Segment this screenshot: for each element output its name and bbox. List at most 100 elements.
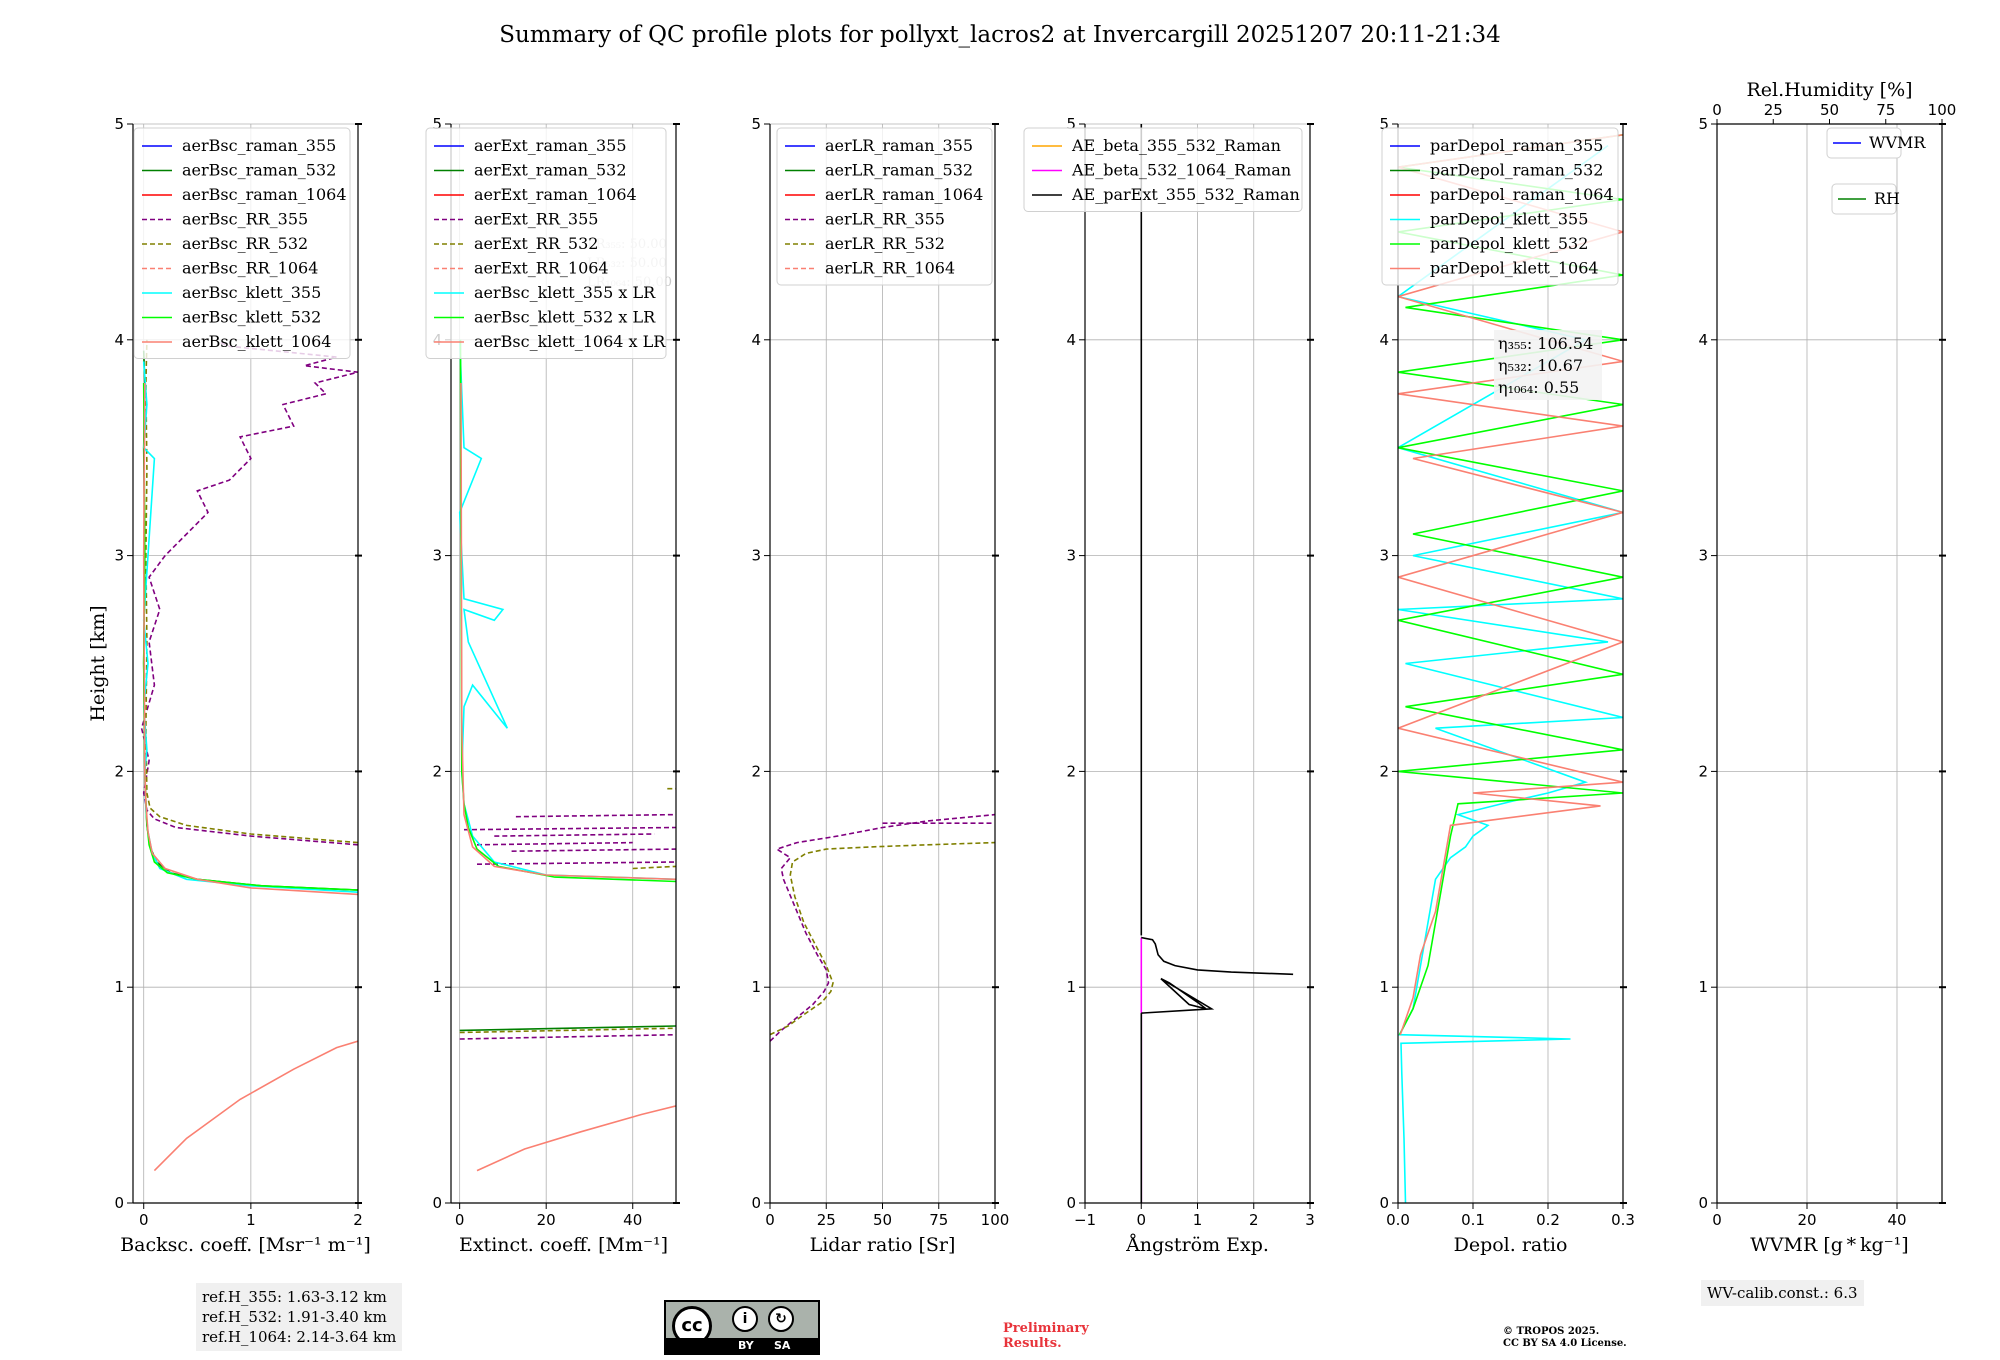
series-group [140,339,358,1172]
y-tick-label: 4 [1066,331,1076,349]
wv-calibration-box: WV-calib.const.: 6.3 [1701,1280,1864,1306]
legend-label: aerLR_RR_532 [825,234,945,253]
series-line-aerext-rr-532 [459,787,676,1034]
x-tick-label: 0.1 [1461,1211,1485,1229]
series-group [1398,134,1623,1203]
legend-label: aerBsc_raman_532 [182,161,336,180]
legend-label: aerBsc_klett_532 x LR [474,308,656,327]
eta-annotation: η₁₀₆₄: 0.55 [1498,378,1579,397]
y-tick-label: 2 [1698,762,1708,780]
x-tick-label: 1 [1193,1211,1203,1229]
legend-label: WVMR [1869,133,1926,152]
legend-label: aerLR_raman_355 [825,136,973,155]
top-x-tick-label: 25 [1764,101,1783,119]
ref-height-1064: ref.H_1064: 2.14-3.64 km [202,1328,397,1346]
x-tick-label: 40 [1887,1211,1906,1229]
legend-label: aerExt_raman_1064 [474,185,637,204]
y-tick-label: 5 [114,115,124,133]
y-tick-label: 5 [432,115,442,133]
y-tick-label: 5 [1066,115,1076,133]
legend-label: parDepol_raman_1064 [1430,185,1614,204]
series-line-aerext-raman-532 [459,1025,676,1032]
y-tick-label: 4 [114,331,124,349]
top-x-tick-label: 0 [1712,101,1722,119]
legend-label: aerBsc_RR_1064 [182,259,318,278]
y-tick-label: 4 [1698,331,1708,349]
y-tick-label: 5 [751,115,761,133]
x-tick-label: 0.2 [1536,1211,1560,1229]
y-tick-label: 1 [1379,978,1389,996]
legend-box [1023,127,1303,212]
legend-label: aerBsc_RR_532 [182,234,308,253]
y-tick-label: 0 [751,1194,761,1212]
legend-box [776,127,993,286]
x-tick-label: −1 [1074,1211,1096,1229]
copyright-line-1: © TROPOS 2025. [1503,1326,1600,1337]
copyright-note: © TROPOS 2025. CC BY SA 4.0 License. [1503,1326,1627,1350]
x-axis-label: Backsc. coeff. [Msr⁻¹ m⁻¹] [120,1234,371,1256]
by-label: BY [738,1339,754,1352]
legend-label: parDepol_raman_355 [1430,136,1603,155]
y-tick-label: 3 [751,547,761,565]
x-tick-label: 0 [455,1211,465,1229]
series-line-aerbsc-rr-532 [145,339,358,844]
series-group [770,813,995,1042]
x-tick-label: 20 [537,1211,556,1229]
legend-label: aerExt_RR_355 [474,210,598,229]
x-axis-label: Depol. ratio [1454,1234,1568,1256]
y-tick-label: 1 [432,978,442,996]
y-tick-label: 3 [114,547,124,565]
legend-label: AE_beta_355_532_Raman [1071,136,1281,155]
legend-label: aerLR_raman_1064 [825,185,983,204]
series-line-aerext-rr-355 [459,813,676,1040]
y-tick-label: 3 [1698,547,1708,565]
y-tick-label: 1 [1066,978,1076,996]
legend-label: parDepol_raman_532 [1430,161,1603,180]
y-axis-label: Height [km] [87,605,109,721]
legend-label: aerLR_raman_532 [825,161,973,180]
eta-annotation: η₅₃₂: 10.67 [1498,356,1583,375]
x-tick-label: 1 [246,1211,256,1229]
x-tick-label: 20 [1797,1211,1816,1229]
y-tick-label: 0 [432,1194,442,1212]
y-tick-label: 2 [1066,762,1076,780]
series-line-aerlr-rr-355 [770,813,995,1042]
share-alike-icon: ↻ [768,1306,794,1332]
legend-label: aerBsc_raman_1064 [182,185,347,204]
y-tick-label: 2 [751,762,761,780]
y-tick-label: 0 [1698,1194,1708,1212]
x-axis-label: WVMR [g * kg⁻¹] [1750,1234,1908,1256]
series-line-aerbsc-klett-355-x-lr [458,339,676,881]
legend-label: aerExt_RR_532 [474,234,598,253]
x-tick-label: 0.0 [1386,1211,1410,1229]
series-line-ae-parext-355-532-raman [1140,124,1294,1203]
legend-label: aerLR_RR_1064 [825,259,955,278]
y-tick-label: 3 [1066,547,1076,565]
x-tick-label: 0 [765,1211,775,1229]
series-line-pardepol-klett-1064 [1398,134,1623,1035]
top-x-tick-label: 50 [1820,101,1839,119]
attribution-icon: i [732,1306,758,1332]
y-tick-label: 0 [114,1194,124,1212]
figure-title: Summary of QC profile plots for pollyxt_… [499,22,1501,48]
series-line-aerbsc-rr-355 [140,341,358,846]
legend-box [1381,127,1619,286]
legend-label: aerExt_raman_532 [474,161,627,180]
legend-label: aerLR_RR_355 [825,210,945,229]
y-tick-label: 0 [1379,1194,1389,1212]
chart-panel-lr: 0 25 50 75 100 0 1 2 3 4 5 Lidar ratio [Sr] aerLR_ra… [751,115,1009,1256]
chart-panel-ext: 02040012345Extinct. coeff. [Mm⁻¹]LR₃₅₅: … [425,115,680,1256]
series-line-aerbsc-klett-532-x-lr [459,339,676,883]
x-tick-label: 0 [139,1211,149,1229]
sa-label: SA [774,1339,791,1352]
legend-box [1826,127,1902,159]
legend-label: aerBsc_klett_532 [182,308,321,327]
series-line-pardepol-klett-355 [1398,144,1623,1203]
y-tick-label: 0 [1066,1194,1076,1212]
x-axis-label: Ångström Exp. [1125,1234,1269,1256]
x-tick-label: 75 [929,1211,948,1229]
legend-box [133,127,351,359]
y-tick-label: 5 [1698,115,1708,133]
